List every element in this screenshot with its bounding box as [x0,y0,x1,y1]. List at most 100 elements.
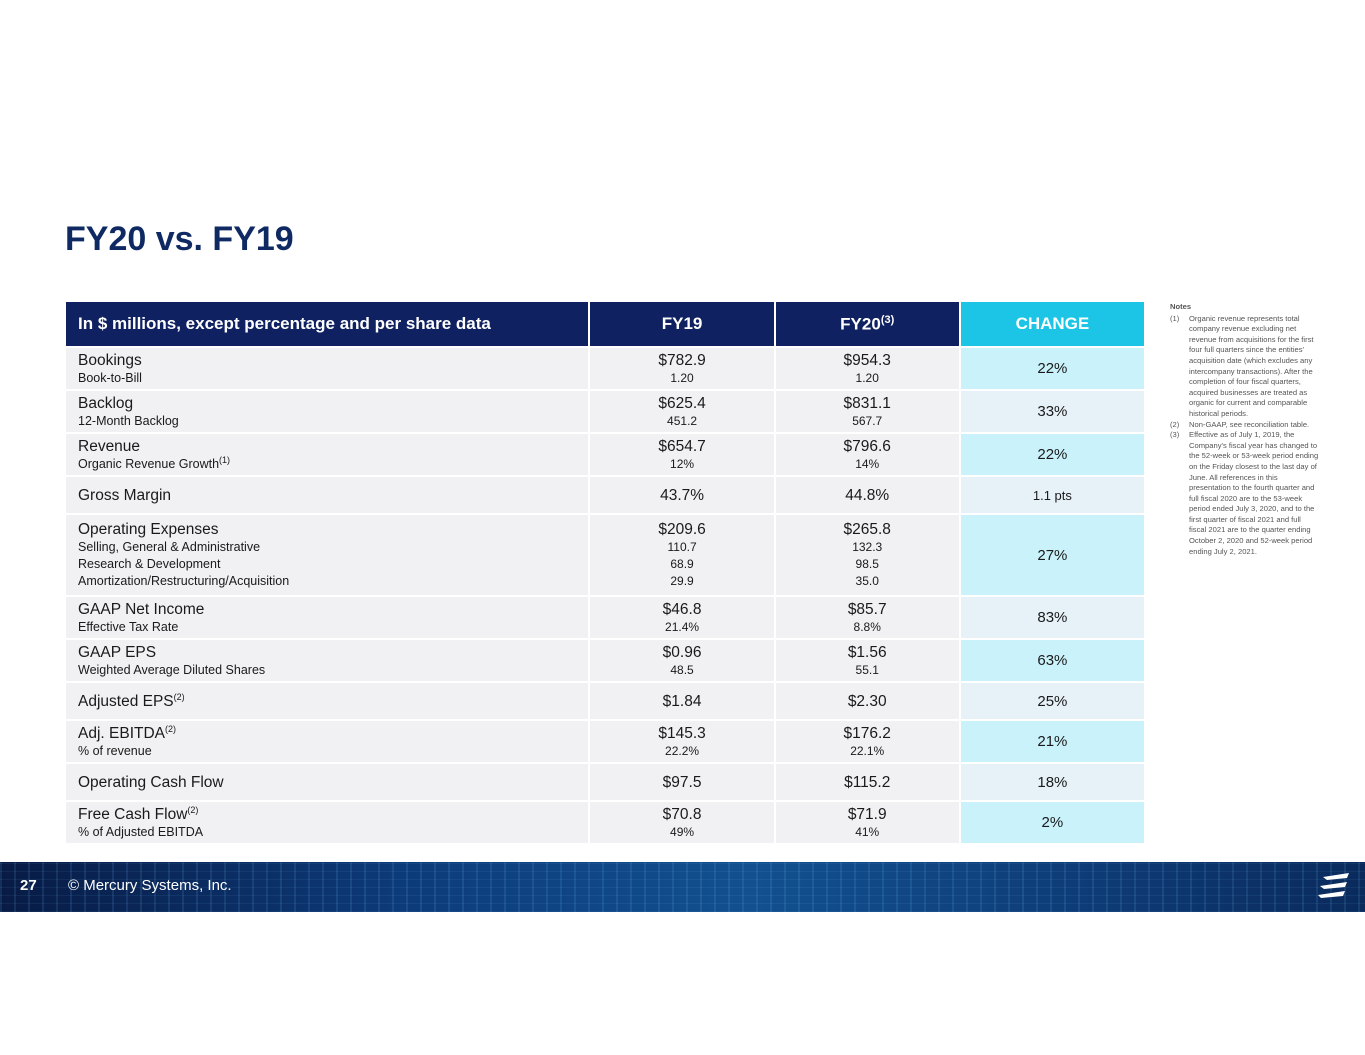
row-label-text: GAAP Net Income [78,600,205,618]
cell-fy20: $71.9 41% [775,800,959,843]
subvalue-fy19: 22.2% [665,743,700,758]
value-fy20: $115.2 [844,773,891,791]
note-text: Organic revenue represents total company… [1189,313,1314,418]
row-sublabel: Weighted Average Diluted Shares [78,662,588,679]
table-row: Adjusted EPS(2) $1.84 $2.30 25% [66,681,1144,719]
cell-change: 25% [960,681,1144,719]
value-fy20: $176.2 [843,724,891,742]
cell-fy19: $97.5 [590,762,774,800]
row-sublabel: Amortization/Restructuring/Acquisition [78,573,588,590]
note-item: (1) Organic revenue represents total comp… [1170,314,1320,420]
row-label-text: Bookings [78,351,142,369]
row-label-cell: Backlog 12-Month Backlog [66,389,589,432]
footer-pattern [0,862,1365,912]
table-header-row: In $ millions, except percentage and per… [66,302,1144,346]
cell-fy20: $1.56 55.1 [775,638,959,681]
row-label-note: (2) [165,723,176,734]
value-change: 22% [1037,360,1068,377]
row-sublabel-text: Effective Tax Rate [78,619,179,634]
subvalue-fy20: 132.3 [852,540,883,554]
subvalue-fy20: 1.20 [855,370,879,385]
note-item: (3) Effective as of July 1, 2019, the Com… [1170,430,1320,557]
row-sublabel: 12-Month Backlog [78,413,588,430]
row-sublabel: Book-to-Bill [78,370,588,387]
value-fy20: $831.1 [843,394,891,412]
row-label-cell: Operating Cash Flow [66,762,589,800]
row-sublabel-text: Weighted Average Diluted Shares [78,662,266,677]
value-change: 22% [1037,446,1068,463]
row-label: Backlog [78,394,588,413]
header-fy20-note: (3) [880,313,895,326]
value-change: 21% [1037,733,1068,750]
row-label: Bookings [78,351,588,370]
value-fy20: $71.9 [847,805,887,823]
note-number: (3) [1170,430,1180,440]
table-row: Gross Margin 43.7% 44.8% 1.1 pts [66,475,1144,513]
row-label: GAAP Net Income [78,600,588,619]
note-item: (2) Non-GAAP, see reconciliation table. [1170,420,1320,431]
header-fy20: FY20(3) [775,302,959,346]
copyright-text: © Mercury Systems, Inc. [68,877,232,894]
row-sublabel: Organic Revenue Growth(1) [78,454,588,473]
row-label-text: Adj. EBITDA [78,724,165,742]
table-row: GAAP Net Income Effective Tax Rate $46.8 21… [66,595,1144,638]
cell-fy19: $1.84 [590,681,774,719]
value-fy19: $145.3 [658,724,706,742]
table-row: Backlog 12-Month Backlog $625.4 451.2 $831.1… [66,389,1144,432]
note-number: (1) [1170,313,1180,323]
row-label-text: Backlog [78,394,134,412]
subvalue-fy19: 29.9 [670,574,694,588]
value-fy19: 43.7% [660,486,705,504]
page-title: FY20 vs. FY19 [65,220,294,258]
value-fy19: $97.5 [662,773,702,791]
value-change: 18% [1037,773,1068,791]
table-row: Adj. EBITDA(2) % of revenue $145.3 22.2% $17… [66,719,1144,762]
value-fy20: $1.56 [847,643,887,661]
subvalue-fy19: 48.5 [670,662,694,677]
subvalue-fy20: 98.5 [855,557,879,571]
cell-fy19: $654.7 12% [590,432,774,475]
note-text: Effective as of July 1, 2019, the Compan… [1189,430,1319,556]
table-row: Revenue Organic Revenue Growth(1) $654.7 12… [66,432,1144,475]
row-sublabel-note: (1) [219,454,231,465]
subvalue-fy19: 21.4% [665,619,700,634]
subvalue-fy20: 22.1% [850,743,885,758]
value-change: 1.1 pts [1032,487,1072,503]
note-text: Non-GAAP, see reconciliation table. [1189,419,1310,429]
cell-change: 27% [960,513,1144,595]
value-change: 63% [1037,652,1068,669]
row-sublabel-text: % of revenue [78,743,152,758]
header-fy19: FY19 [590,302,774,346]
cell-fy19: 43.7% [590,475,774,513]
notes-heading: Notes [1170,302,1192,311]
row-label-cell: Gross Margin [66,475,589,513]
row-label: Operating Cash Flow [78,773,588,792]
table-row: GAAP EPS Weighted Average Diluted Shares $… [66,638,1144,681]
value-fy19: $209.6 [658,521,706,538]
cell-fy20: $954.3 1.20 [775,346,959,389]
row-sublabel-text: 12-Month Backlog [78,413,179,428]
row-label-note: (2) [187,804,199,815]
subvalue-fy19: 1.20 [670,370,694,385]
row-label-cell: Bookings Book-to-Bill [66,346,589,389]
subvalue-fy20: 35.0 [855,574,879,588]
value-fy20: $954.3 [843,351,891,369]
cell-fy20: $176.2 22.1% [775,719,959,762]
cell-change: 22% [960,346,1144,389]
row-label: Adjusted EPS(2) [78,692,588,711]
subvalue-fy19: 110.7 [667,540,697,554]
value-fy19: $1.84 [662,692,702,710]
row-label-note: (2) [173,691,185,702]
row-sublabel-text: Book-to-Bill [78,370,142,385]
cell-change: 22% [960,432,1144,475]
table-row: Bookings Book-to-Bill $782.9 1.20 $954.3 1.20… [66,346,1144,389]
notes-panel: Notes (1) Organic revenue represents tota… [1170,302,1320,557]
row-sublabel-text: % of Adjusted EBITDA [78,824,204,839]
row-sublabel: % of revenue [78,743,588,760]
value-fy19: $654.7 [658,437,706,455]
cell-change: 83% [960,595,1144,638]
cell-fy19: $70.8 49% [590,800,774,843]
row-label-cell: Revenue Organic Revenue Growth(1) [66,432,589,475]
row-sublabel: Research & Development [78,556,588,573]
row-label-cell: Operating Expenses Selling, General & Adm… [66,513,589,595]
